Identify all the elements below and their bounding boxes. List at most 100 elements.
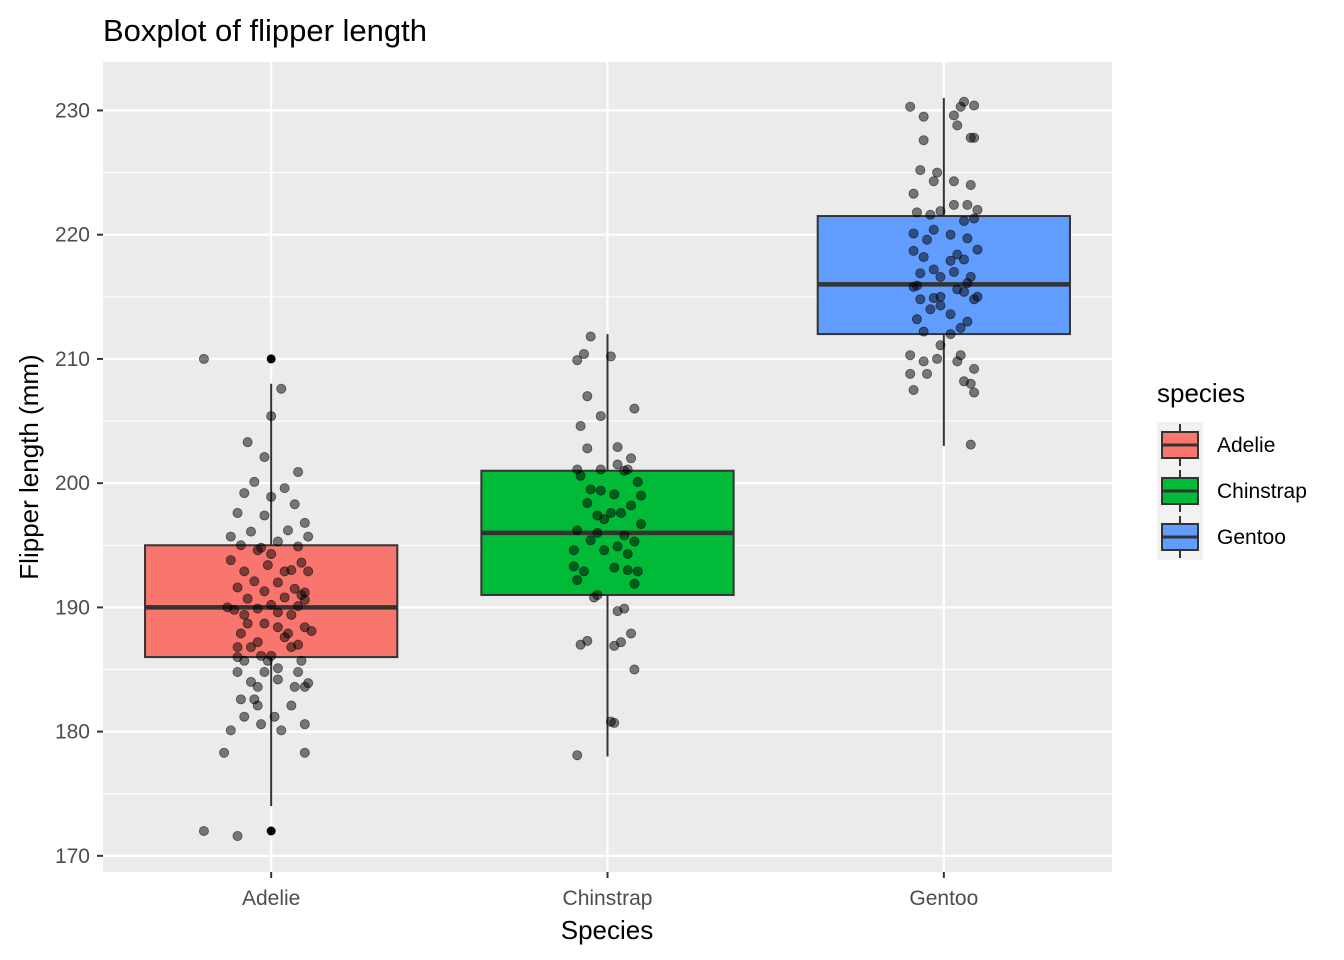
y-tick-label: 220	[55, 224, 90, 247]
jitter-point	[289, 681, 300, 692]
jitter-point	[962, 278, 973, 289]
jitter-point	[955, 322, 966, 333]
jitter-point	[969, 387, 980, 398]
jitter-point	[296, 557, 307, 568]
x-tick-label: Gentoo	[909, 887, 978, 910]
jitter-point	[572, 464, 583, 475]
jitter-point	[272, 607, 283, 618]
jitter-point	[299, 594, 310, 605]
jitter-point	[272, 622, 283, 633]
jitter-point	[918, 252, 929, 263]
chart-title: Boxplot of flipper length	[103, 13, 427, 48]
jitter-point	[242, 593, 253, 604]
jitter-point	[908, 228, 919, 239]
jitter-point	[242, 618, 253, 629]
y-tick-label: 190	[55, 596, 90, 619]
jitter-point	[245, 526, 256, 537]
jitter-point	[629, 664, 640, 675]
jitter-point	[928, 176, 939, 187]
jitter-point	[928, 293, 939, 304]
legend-item-chinstrap: Chinstrap	[1157, 468, 1307, 514]
jitter-point	[585, 535, 596, 546]
boxes	[144, 98, 1071, 836]
jitter-point	[922, 234, 933, 245]
jitter-point	[609, 717, 620, 728]
jitter-point	[293, 666, 304, 677]
jitter-point	[922, 368, 933, 379]
jitter-point	[965, 179, 976, 190]
jitter-point	[219, 747, 230, 758]
jitter-point	[632, 566, 643, 577]
jitter-point	[239, 609, 250, 620]
jitter-point	[609, 640, 620, 651]
jitter-point	[239, 566, 250, 577]
jitter-point	[952, 356, 963, 367]
jitter-point	[945, 309, 956, 320]
jitter-point	[245, 676, 256, 687]
x-axis-title: Species	[561, 915, 654, 945]
jitter-point	[935, 340, 946, 351]
jitter-point	[972, 204, 983, 215]
jitter-point	[272, 577, 283, 588]
jitter-point	[629, 403, 640, 414]
jitter-point	[235, 694, 246, 705]
jitter-point	[282, 525, 293, 536]
jitter-point	[952, 249, 963, 260]
jitter-point	[622, 548, 633, 559]
jitter-point	[619, 465, 630, 476]
box-adelie	[144, 354, 399, 836]
jitter-point	[911, 314, 922, 325]
jitter-point	[959, 254, 970, 265]
x-axis: Adelie Chinstrap Gentoo	[242, 872, 978, 910]
jitter-point	[269, 711, 280, 722]
jitter-point	[962, 199, 973, 210]
jitter-point	[972, 244, 983, 255]
jitter-point	[575, 421, 586, 432]
jitter-point	[272, 674, 283, 685]
jitter-point	[911, 207, 922, 218]
jitter-point	[259, 586, 270, 597]
jitter-point	[232, 666, 243, 677]
jitter-point	[969, 132, 980, 143]
jitter-point	[568, 561, 579, 572]
jitter-point	[965, 439, 976, 450]
jitter-point	[969, 213, 980, 224]
jitter-point	[915, 294, 926, 305]
jitter-point	[609, 562, 620, 573]
jitter-point	[918, 135, 929, 146]
jitter-point	[965, 378, 976, 389]
jitter-point	[266, 411, 277, 422]
y-axis-title: Flipper length (mm)	[14, 354, 44, 579]
jitter-point	[286, 700, 297, 711]
y-tick-label: 200	[55, 472, 90, 495]
jitter-point	[905, 350, 916, 361]
jitter-point	[948, 266, 959, 277]
jitter-point	[622, 565, 633, 576]
outlier-point	[266, 354, 276, 364]
jitter-point	[286, 609, 297, 620]
jitter-point	[582, 391, 593, 402]
jitter-point	[572, 575, 583, 586]
jitter-point	[303, 566, 314, 577]
jitter-point	[605, 351, 616, 362]
jitter-point	[252, 637, 263, 648]
jitter-point	[636, 490, 647, 501]
jitter-point	[286, 565, 297, 576]
jitter-point	[962, 233, 973, 244]
jitter-point	[225, 725, 236, 736]
jitter-point	[585, 331, 596, 342]
legend: species Adelie Chinstrap Gentoo	[1157, 378, 1307, 560]
jitter-point	[928, 224, 939, 235]
jitter-point	[612, 541, 623, 552]
jitter-point	[952, 120, 963, 131]
jitter-point	[303, 678, 314, 689]
jitter-point	[303, 531, 314, 542]
jitter-point	[582, 498, 593, 509]
jitter-point	[595, 411, 606, 422]
jitter-point	[918, 111, 929, 122]
jitter-point	[198, 826, 209, 837]
jitter-point	[252, 681, 263, 692]
jitter-point	[249, 576, 260, 587]
jitter-point	[239, 711, 250, 722]
